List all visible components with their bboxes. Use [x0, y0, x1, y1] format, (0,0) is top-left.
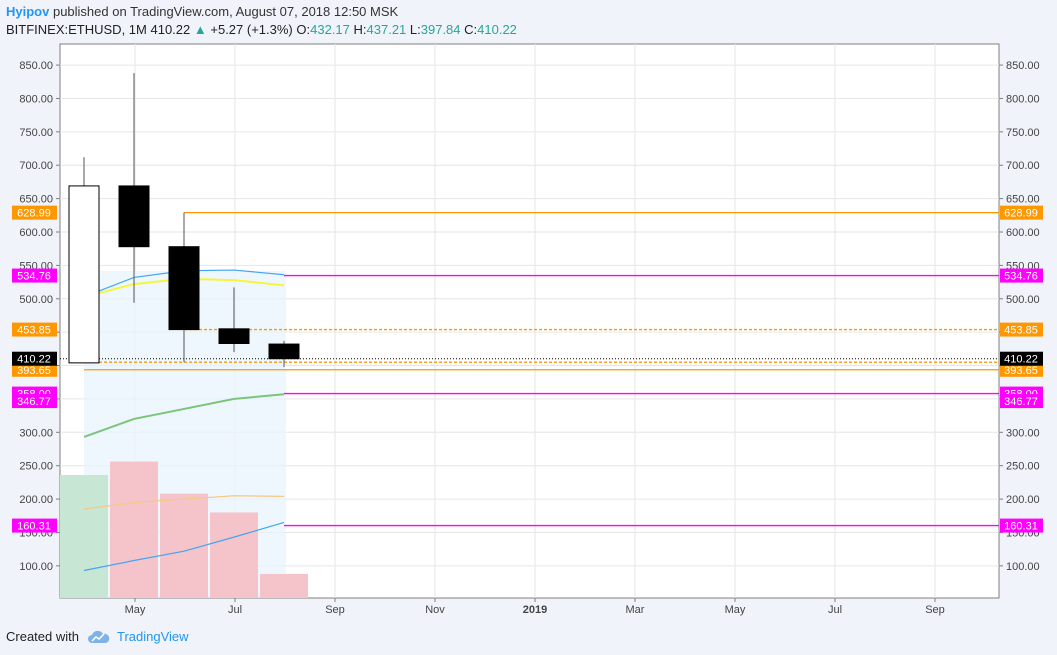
price-label-bg-left — [12, 205, 57, 220]
y-tick-label-left: 750.00 — [19, 127, 53, 139]
price-label-left: 346.77 — [17, 396, 51, 408]
y-tick-label-right: 300.00 — [1006, 427, 1040, 439]
y-tick-label-right: 100.00 — [1006, 561, 1040, 573]
volume-bar — [260, 573, 308, 598]
price-label-right: 160.31 — [1004, 521, 1038, 533]
price-label-left: 628.99 — [17, 208, 51, 220]
price-label-right: 393.65 — [1004, 365, 1038, 377]
symbol-info: BITFINEX:ETHUSD, 1M 410.22 ▲ +5.27 (+1.3… — [6, 22, 517, 37]
tradingview-brand[interactable]: TradingView — [116, 629, 189, 644]
y-tick-label-right: 250.00 — [1006, 461, 1040, 473]
volume-bar — [60, 474, 108, 598]
candle-body — [68, 185, 100, 364]
tradingview-cloud-icon — [87, 630, 110, 643]
o-value: 432.17 — [310, 22, 350, 37]
price-label-bg-right — [1000, 518, 1043, 533]
o-label: O: — [296, 22, 311, 37]
price-label-bg-left — [12, 351, 57, 366]
volume-ma-orange-line — [83, 495, 285, 510]
volume-bar — [160, 493, 208, 598]
y-tick-label-left: 200.00 — [19, 494, 53, 506]
price-label-right: 453.85 — [1004, 325, 1038, 337]
y-tick-label-right: 800.00 — [1006, 93, 1040, 105]
y-tick-label-right: 500.00 — [1006, 294, 1040, 306]
y-tick-label-left: 500.00 — [19, 294, 53, 306]
l-label: L: — [409, 22, 421, 37]
price-label-bg-right — [1000, 394, 1043, 409]
x-tick-label: Jul — [228, 604, 242, 616]
last-price: 410.22 — [150, 22, 191, 37]
h-value: 437.21 — [366, 22, 407, 37]
price-label-bg-right — [1000, 351, 1043, 366]
y-tick-label-left: 600.00 — [19, 227, 53, 239]
x-tick-label: Sep — [325, 604, 345, 616]
x-tick-label: May — [725, 604, 746, 616]
c-value: 410.22 — [477, 22, 517, 37]
price-label-right: 346.77 — [1004, 396, 1038, 408]
price-label-bg-left — [12, 322, 57, 337]
y-tick-label-left: 300.00 — [19, 427, 53, 439]
l-value: 397.84 — [420, 22, 461, 37]
created-with-text: Created with — [6, 629, 79, 644]
price-label-bg-left — [12, 268, 57, 283]
footer: Created with TradingView — [6, 629, 189, 644]
y-tick-label-right: 650.00 — [1006, 194, 1040, 206]
price-label-left: 160.31 — [17, 521, 51, 533]
author-link[interactable]: Hyipov — [6, 4, 50, 19]
x-tick-label: Nov — [425, 604, 445, 616]
price-label-bg-right — [1000, 268, 1043, 283]
x-tick-label: May — [125, 604, 146, 616]
x-tick-label: Sep — [925, 604, 945, 616]
x-tick-label: Jul — [828, 604, 842, 616]
y-tick-label-left: 100.00 — [19, 561, 53, 573]
c-label: C: — [464, 22, 478, 37]
candle-body — [168, 246, 200, 331]
price-label-bg-right — [1000, 362, 1043, 377]
y-tick-label-right: 600.00 — [1006, 227, 1040, 239]
price-label-bg-right — [1000, 205, 1043, 220]
candle-body — [218, 328, 250, 345]
y-tick-label-left: 800.00 — [19, 93, 53, 105]
price-label-right: 628.99 — [1004, 208, 1038, 220]
h-label: H: — [353, 22, 367, 37]
volume-bar — [210, 512, 258, 598]
y-tick-label-right: 700.00 — [1006, 160, 1040, 172]
symbol-name: BITFINEX:ETHUSD, 1M — [6, 22, 147, 37]
price-label-right: 410.22 — [1004, 354, 1038, 366]
price-label-left: 393.65 — [17, 365, 51, 377]
y-tick-label-right: 850.00 — [1006, 60, 1040, 72]
price-label-right: 534.76 — [1004, 271, 1038, 283]
price-label-bg-left — [12, 362, 57, 377]
published-text: published on TradingView.com, August 07,… — [52, 4, 399, 19]
y-tick-label-left: 250.00 — [19, 461, 53, 473]
y-tick-label-left: 850.00 — [19, 60, 53, 72]
volume-bar — [110, 461, 158, 598]
x-tick-label: Mar — [626, 604, 645, 616]
y-tick-label-right: 750.00 — [1006, 127, 1040, 139]
candle-body — [268, 343, 300, 360]
change-value: +5.27 (+1.3%) — [210, 22, 293, 37]
up-arrow-icon: ▲ — [193, 22, 207, 37]
price-label-left: 410.22 — [17, 354, 51, 366]
x-tick-label: 2019 — [523, 604, 547, 616]
price-label-bg-right — [1000, 322, 1043, 337]
volume-ma-blue-line — [83, 521, 285, 572]
publish-info: Hyipov published on TradingView.com, Aug… — [6, 4, 398, 19]
price-label-left: 453.85 — [17, 325, 51, 337]
ma-green-line — [83, 393, 285, 438]
y-tick-label-left: 700.00 — [19, 160, 53, 172]
candle-body — [118, 185, 150, 248]
price-label-bg-left — [12, 518, 57, 533]
y-tick-label-left: 650.00 — [19, 194, 53, 206]
y-tick-label-right: 200.00 — [1006, 494, 1040, 506]
price-label-bg-left — [12, 394, 57, 409]
price-label-left: 534.76 — [17, 271, 51, 283]
